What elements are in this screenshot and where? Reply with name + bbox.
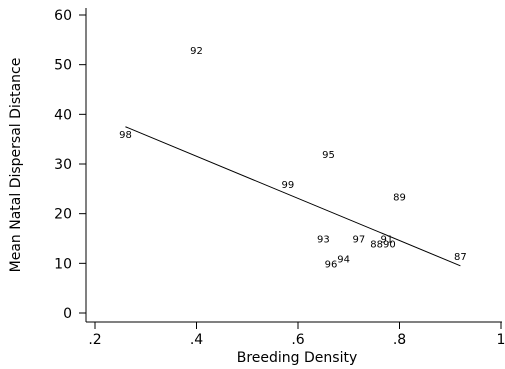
x-tick-label: .2: [88, 332, 101, 348]
point-label: 97: [353, 235, 366, 246]
fit-line-group: [125, 126, 461, 267]
point-label: 99: [281, 180, 294, 191]
x-axis-label: Breeding Density: [237, 350, 358, 366]
point-label: 91: [380, 235, 393, 246]
tick-labels: 0 10 20 30 40 50 60 .2 .4 .6 .8 1: [54, 8, 505, 348]
y-tick-label: 0: [63, 306, 72, 322]
point-label: 94: [337, 254, 350, 265]
point-label: 98: [119, 130, 132, 141]
regression-line: [125, 126, 461, 267]
point-label: 88: [370, 239, 383, 250]
point-label: 95: [322, 150, 335, 161]
x-tick-label: .8: [393, 332, 406, 348]
point-label: 92: [190, 46, 203, 57]
x-tick-label: 1: [497, 332, 505, 348]
axes: [85, 8, 502, 323]
y-tick-label: 20: [54, 207, 72, 223]
y-tick-label: 10: [54, 256, 72, 272]
point-label: 90: [383, 239, 396, 250]
point-label: 96: [325, 259, 338, 270]
ticks: [79, 14, 502, 329]
y-tick-label: 60: [54, 8, 72, 24]
x-tick-label: .4: [190, 332, 203, 348]
y-tick-label: 40: [54, 107, 72, 123]
point-label: 89: [393, 192, 406, 203]
point-label: 87: [454, 252, 467, 263]
y-tick-label: 50: [54, 58, 72, 74]
x-tick-label: .6: [291, 332, 304, 348]
y-axis-label: Mean Natal Dispersal Distance: [8, 58, 24, 273]
point-label: 93: [317, 235, 330, 246]
y-tick-label: 30: [54, 157, 72, 173]
